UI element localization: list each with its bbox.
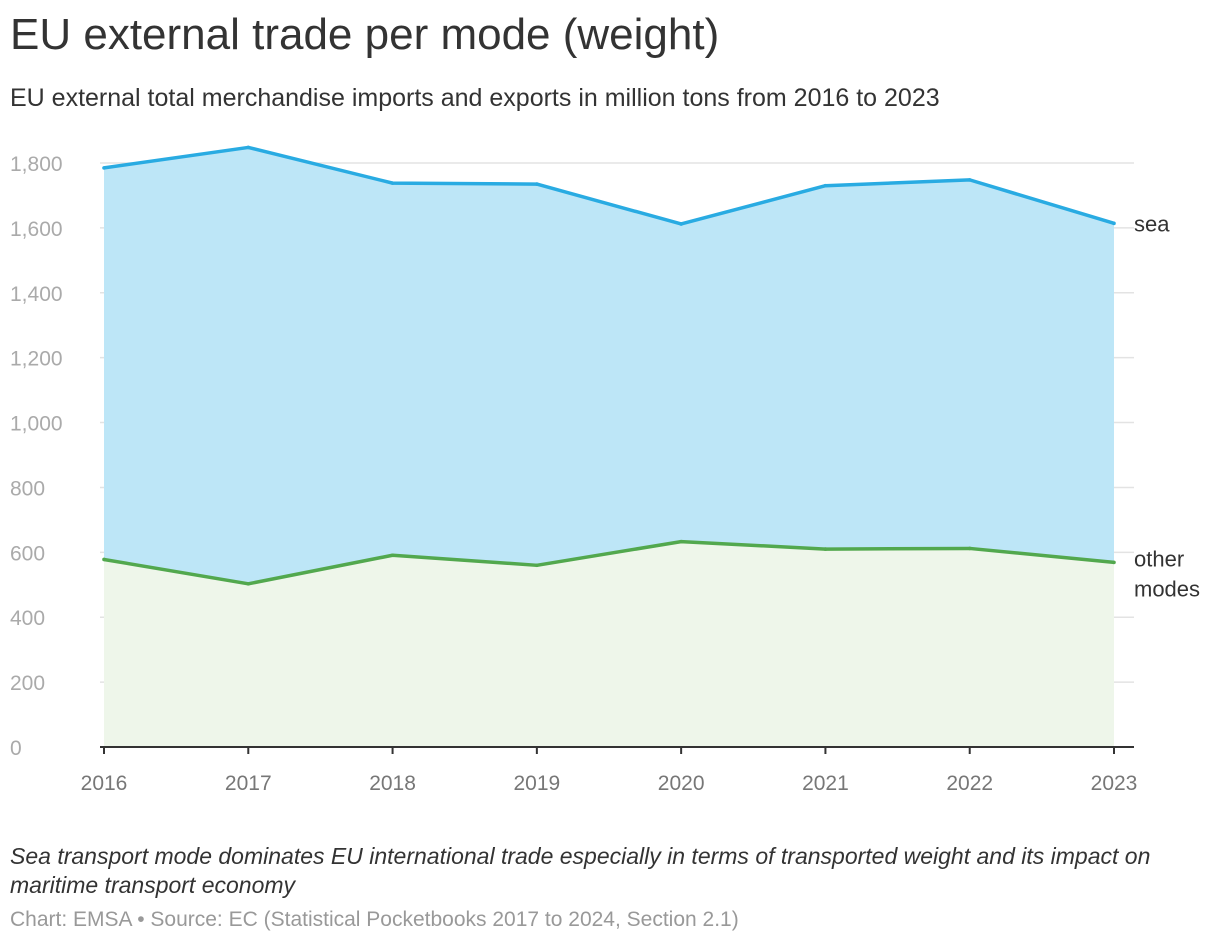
y-tick-label-200: 200 [10, 672, 45, 695]
point-sea-2021 [823, 183, 828, 188]
series-label-sea: sea [1134, 211, 1170, 236]
point-sea-2020 [679, 222, 683, 226]
x-tick-label-2018: 2018 [369, 772, 416, 795]
y-tick-label-1600: 1,600 [10, 218, 63, 241]
point-other-modes-2021 [823, 547, 828, 551]
chart-areas [104, 147, 1114, 748]
x-axis [100, 746, 1134, 754]
point-sea-2023 [1112, 221, 1116, 226]
x-axis-ticks: 2016 2017 2018 2019 2020 2021 2022 2023 [81, 772, 1138, 795]
x-tick-label-2019: 2019 [513, 772, 560, 795]
point-sea-2019 [535, 182, 539, 186]
x-tick-label-2016: 2016 [81, 772, 128, 795]
y-tick-label-1800: 1,800 [10, 153, 63, 176]
x-tick-label-2022: 2022 [946, 772, 993, 795]
area-chart: 0 200 400 600 800 1,000 1,200 1,400 1,600 1,800 2… [10, 145, 1200, 795]
series-label-other-modes-0: other [1134, 546, 1184, 571]
x-tick-label-2020: 2020 [658, 772, 705, 795]
series-label-other-modes-1: modes [1134, 576, 1200, 601]
point-sea-2017 [246, 145, 251, 150]
point-other-modes-2016 [102, 557, 106, 562]
y-tick-label-0: 0 [10, 737, 22, 760]
point-other-modes-2017 [246, 582, 251, 586]
area-other-modes [104, 541, 1114, 747]
point-other-modes-2018 [390, 553, 395, 558]
line-other-modes [103, 539, 1115, 586]
y-tick-label-600: 600 [10, 542, 45, 565]
series-labels: sea other modes [1134, 211, 1200, 601]
line-sea [103, 145, 1115, 226]
point-other-modes-2022 [967, 546, 972, 551]
x-tick-label-2017: 2017 [225, 772, 272, 795]
chart-source: Chart: EMSA • Source: EC (Statistical Po… [10, 908, 739, 931]
y-axis-ticks: 0 200 400 600 800 1,000 1,200 1,400 1,600 1,800 [10, 153, 63, 760]
chart-title: EU external trade per mode (weight) [10, 10, 720, 59]
y-tick-label-1400: 1,400 [10, 283, 63, 306]
x-tick-label-2023: 2023 [1091, 772, 1138, 795]
point-sea-2018 [390, 181, 395, 185]
y-tick-label-1200: 1,200 [10, 348, 63, 371]
x-tick-label-2021: 2021 [802, 772, 849, 795]
point-sea-2022 [967, 178, 972, 182]
y-tick-label-1000: 1,000 [10, 413, 63, 436]
point-other-modes-2020 [679, 539, 683, 544]
point-sea-2016 [102, 166, 106, 170]
y-tick-label-400: 400 [10, 607, 45, 630]
chart-lines [102, 145, 1116, 586]
point-other-modes-2019 [535, 563, 539, 568]
point-other-modes-2023 [1112, 560, 1116, 565]
y-tick-label-800: 800 [10, 477, 45, 500]
chart-subtitle: EU external total merchandise imports an… [10, 84, 940, 112]
chart-note: Sea transport mode dominates EU internat… [10, 843, 1151, 898]
